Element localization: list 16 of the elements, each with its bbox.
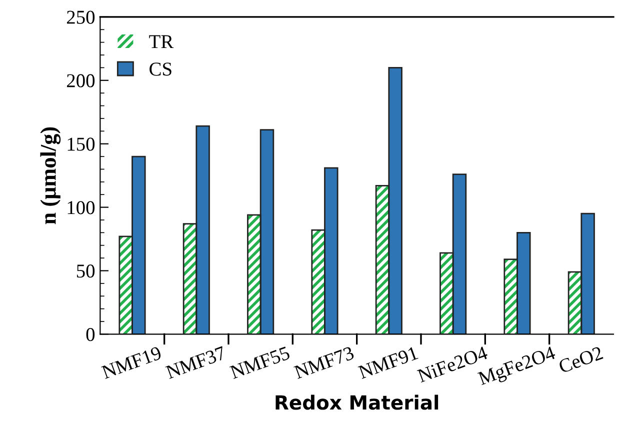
y-axis-title: n (μmol/g) bbox=[40, 127, 61, 224]
y-tick-label: 200 bbox=[66, 74, 95, 88]
x-tick-label: NMF91 bbox=[358, 346, 418, 380]
x-tick-label: CeO2 bbox=[558, 346, 604, 374]
y-tick-label: 150 bbox=[68, 138, 95, 151]
y-tick-label: 50 bbox=[76, 264, 95, 278]
x-axis-title: Redox Material bbox=[276, 394, 438, 410]
x-tick-label: NMF55 bbox=[229, 346, 290, 380]
y-tick-label: 0 bbox=[86, 328, 95, 342]
y-tick-label: 250 bbox=[66, 10, 95, 24]
x-tick-label: NMF19 bbox=[101, 346, 162, 380]
x-tick-label: NMF37 bbox=[165, 346, 226, 380]
y-tick-label: 100 bbox=[68, 201, 95, 214]
x-tick-label: NMF73 bbox=[294, 346, 355, 380]
legend-label: CS bbox=[150, 62, 172, 76]
legend-label: TR bbox=[149, 35, 174, 48]
